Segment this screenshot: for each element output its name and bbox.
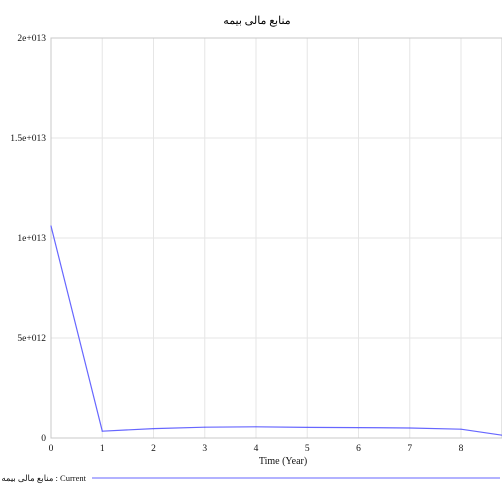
plot-area [50,37,502,439]
x-tick-label-1: 1 [100,444,105,454]
x-axis-label: Time (Year) [259,456,307,467]
series-lines [50,225,502,436]
data-point-0-3 [204,426,206,428]
y-tick-label-0: 0 [41,434,46,444]
data-point-0-0 [50,225,52,227]
x-tick-label-8: 8 [459,444,464,454]
y-tick-label-4: 2e+013 [17,34,46,44]
x-tick-label-2: 2 [151,444,156,454]
data-point-0-6 [357,427,360,429]
x-tick-label-7: 7 [407,444,412,454]
data-point-0-8 [460,428,462,430]
data-point-0-5 [306,426,308,428]
grid-lines [51,37,502,438]
x-tick-label-0: 0 [49,444,54,454]
x-tick-label-3: 3 [202,444,207,454]
data-point-0-1 [101,430,103,432]
data-point-0-4 [255,426,257,428]
x-tick-label-6: 6 [356,444,361,454]
axis-ticks: 0 1 2 3 4 5 6 7 8 0 5e+012 1e+013 1.5e+013 2e+013 [10,34,463,454]
legend-entry-current: منابع مالی بیمه : Current [1,473,86,484]
x-tick-label-4: 4 [254,444,259,454]
chart-title: منابع مالی بیمه [223,15,290,27]
data-point-0-7 [409,427,411,429]
x-tick-label-5: 5 [305,444,310,454]
y-tick-label-1: 5e+012 [17,334,46,344]
series-line-0 [50,225,502,436]
y-tick-label-3: 1.5e+013 [10,134,46,144]
legend: منابع مالی بیمه : Current [1,473,500,484]
data-point-0-2 [152,428,155,430]
y-tick-label-2: 1e+013 [17,234,46,244]
